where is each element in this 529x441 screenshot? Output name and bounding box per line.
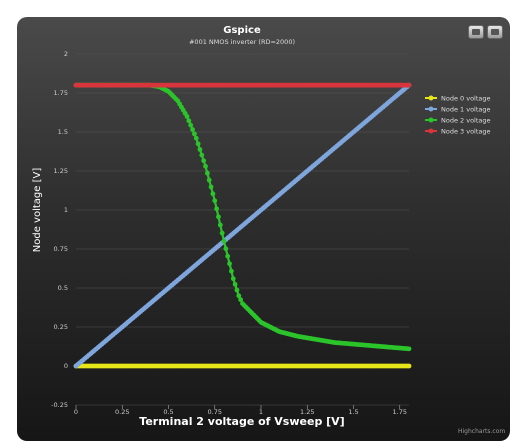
data-point bbox=[196, 141, 201, 146]
data-point bbox=[223, 246, 228, 251]
data-point bbox=[201, 158, 206, 163]
y-tick-label: 2 bbox=[64, 50, 68, 58]
data-point bbox=[198, 147, 203, 152]
data-point bbox=[209, 185, 214, 190]
data-point bbox=[227, 261, 232, 266]
x-axis-label: Terminal 2 voltage of Vsweep [V] bbox=[139, 415, 344, 428]
y-tick-label: 0.5 bbox=[58, 284, 68, 292]
data-point bbox=[216, 214, 221, 219]
data-point bbox=[222, 239, 227, 244]
legend-marker bbox=[429, 129, 434, 134]
data-point bbox=[188, 123, 193, 128]
data-point bbox=[211, 191, 216, 196]
data-point bbox=[207, 178, 212, 183]
series-1 bbox=[74, 83, 412, 369]
chart-title: Gspice bbox=[223, 25, 261, 36]
data-point bbox=[205, 171, 210, 176]
data-point bbox=[407, 364, 412, 369]
data-point bbox=[407, 346, 412, 351]
credits-link[interactable]: Highcharts.com bbox=[458, 428, 505, 435]
data-point bbox=[233, 282, 238, 287]
legend-marker bbox=[429, 107, 434, 112]
legend-item: Node 3 voltage bbox=[441, 127, 491, 135]
data-point bbox=[231, 276, 236, 281]
data-point bbox=[192, 131, 197, 136]
data-point bbox=[235, 288, 240, 293]
data-point bbox=[407, 83, 412, 88]
y-tick-label: 0.25 bbox=[54, 323, 68, 331]
data-point bbox=[194, 136, 199, 141]
y-tick-label: 1.25 bbox=[54, 167, 68, 175]
data-point bbox=[190, 127, 195, 132]
data-point bbox=[199, 153, 204, 158]
y-tick-labels: -0.25 0 0.25 0.5 0.75 1 1.25 1.5 1.75 2 bbox=[51, 50, 68, 409]
x-tick-label: 1.5 bbox=[348, 408, 358, 416]
y-tick-label: 1.75 bbox=[54, 89, 68, 97]
x-tick-label: 1.75 bbox=[393, 408, 407, 416]
legend-marker bbox=[429, 96, 434, 101]
print-chart-button[interactable] bbox=[468, 25, 484, 39]
printer-icon bbox=[472, 29, 480, 35]
grid-lines bbox=[76, 54, 409, 409]
legend-marker bbox=[429, 118, 434, 123]
data-point bbox=[212, 198, 217, 203]
legend: Node 0 voltage Node 1 voltage Node 2 volta… bbox=[425, 94, 491, 135]
x-tick-label: 0 bbox=[74, 408, 78, 416]
legend-item: Node 0 voltage bbox=[441, 94, 491, 102]
y-tick-label: -0.25 bbox=[51, 401, 68, 409]
legend-item: Node 1 voltage bbox=[441, 105, 491, 113]
data-point bbox=[203, 164, 208, 169]
series-layer bbox=[74, 83, 412, 369]
data-point bbox=[225, 254, 230, 259]
download-icon bbox=[491, 29, 499, 35]
data-point bbox=[220, 231, 225, 236]
data-point bbox=[186, 118, 191, 123]
series-0 bbox=[74, 364, 412, 369]
data-point bbox=[185, 114, 190, 119]
x-tick-label: 0.25 bbox=[115, 408, 129, 416]
chart-subtitle: #001 NMOS inverter (RD=2000) bbox=[189, 38, 295, 46]
y-tick-label: 1 bbox=[64, 206, 68, 214]
y-axis-label: Node voltage [V] bbox=[32, 168, 43, 253]
legend-item: Node 2 voltage bbox=[441, 116, 491, 124]
y-tick-label: 0 bbox=[64, 362, 68, 370]
export-chart-button[interactable] bbox=[487, 25, 503, 39]
y-tick-label: 0.75 bbox=[54, 245, 68, 253]
data-point bbox=[218, 223, 223, 228]
y-tick-label: 1.5 bbox=[58, 128, 68, 136]
data-point bbox=[229, 269, 234, 274]
series-3 bbox=[74, 83, 412, 88]
data-point bbox=[214, 206, 219, 211]
